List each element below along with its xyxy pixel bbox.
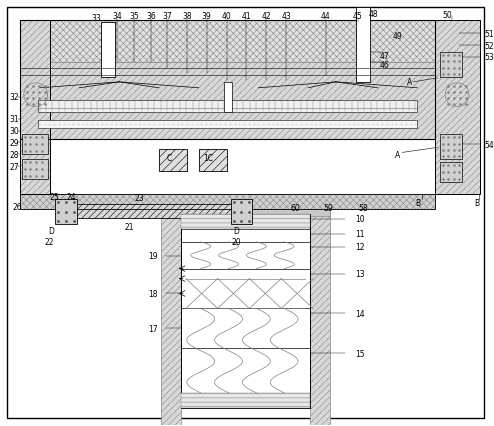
Text: 28: 28 [9,150,19,159]
Bar [20,21,435,140]
Bar [224,83,232,112]
Bar [20,21,50,195]
Text: 18: 18 [148,289,158,298]
Bar [181,393,310,408]
Text: 51: 51 [484,29,494,38]
Text: 37: 37 [162,12,172,21]
Bar [199,150,227,172]
Text: B: B [474,198,480,207]
Bar [38,101,417,112]
Text: 36: 36 [146,12,156,21]
Text: 49: 49 [393,32,402,40]
Text: 27: 27 [9,162,19,171]
Bar [440,53,462,78]
Text: 43: 43 [281,12,291,21]
Bar [102,24,114,77]
Bar [440,135,462,160]
Text: 10: 10 [355,215,365,224]
Text: D: D [49,227,55,236]
Text: 12: 12 [355,243,364,252]
Text: 26: 26 [12,202,22,211]
Text: 58: 58 [358,203,368,212]
Bar [20,195,435,210]
Text: 52: 52 [484,41,494,50]
Bar [20,63,435,140]
Text: 44: 44 [321,12,331,21]
Text: 48: 48 [369,10,378,19]
Bar [161,204,330,216]
Bar [101,23,115,78]
Text: 35: 35 [129,12,139,21]
Text: 34: 34 [112,12,122,21]
Text: 15: 15 [355,349,365,358]
Bar [159,150,187,172]
Bar [161,204,181,426]
Text: 50: 50 [442,11,452,20]
Text: 29: 29 [9,138,19,147]
Bar [435,21,480,195]
Text: 23: 23 [134,193,144,202]
Bar [435,21,480,195]
Bar [20,21,435,63]
Text: 30: 30 [9,127,19,136]
Bar [20,21,50,195]
Text: 38: 38 [182,12,192,21]
Text: 53: 53 [484,53,494,62]
Text: 14: 14 [355,309,365,318]
Text: 31: 31 [9,115,19,124]
Text: 42: 42 [261,12,271,21]
Bar [440,163,462,183]
Text: 1C: 1C [204,153,214,162]
Bar [22,160,48,180]
Text: 39: 39 [202,12,211,21]
Text: 54: 54 [484,141,494,150]
Text: A: A [407,78,412,87]
Bar [231,200,252,225]
Text: 22: 22 [45,238,54,247]
Text: B: B [415,198,420,207]
Bar [70,204,237,219]
Text: A: A [395,150,400,159]
Text: 24: 24 [67,192,77,201]
Text: 20: 20 [232,238,241,247]
Text: 47: 47 [380,52,389,60]
Bar [181,214,310,229]
Text: 41: 41 [242,12,251,21]
Text: 60: 60 [290,203,300,212]
Text: 46: 46 [380,61,389,70]
Bar [356,8,370,83]
Text: C: C [166,153,171,162]
Text: 59: 59 [323,203,333,212]
Bar [20,195,435,210]
Text: 17: 17 [148,324,158,333]
Text: 19: 19 [148,252,158,261]
Bar [55,200,77,225]
Bar [310,204,330,426]
Bar [357,9,369,82]
Text: 33: 33 [91,14,101,23]
Text: 21: 21 [124,223,134,232]
Bar [22,135,48,155]
Text: 40: 40 [222,12,231,21]
Text: 13: 13 [355,270,365,279]
Bar [181,214,310,408]
Text: 11: 11 [355,230,364,239]
Bar [38,120,417,128]
Text: 45: 45 [353,12,363,21]
Text: 32: 32 [9,93,19,102]
Text: 25: 25 [50,192,59,201]
Text: D: D [234,227,240,236]
